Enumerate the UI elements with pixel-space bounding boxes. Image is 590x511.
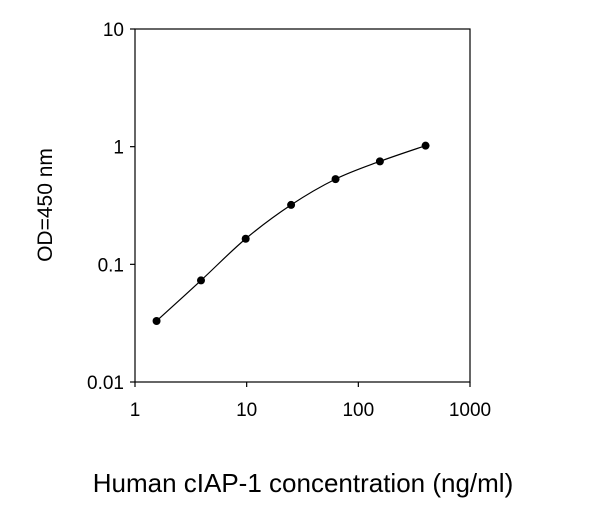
x-tick-label: 1000 [449, 400, 491, 421]
x-tick-label: 100 [342, 400, 374, 421]
y-axis: 0.01 0.1 1 10 [87, 20, 135, 394]
data-point [287, 200, 296, 209]
data-points [152, 141, 430, 325]
data-point [331, 175, 340, 184]
x-axis-title: Human cIAP-1 concentration (ng/ml) [93, 468, 514, 498]
y-tick-label: 10 [103, 20, 124, 41]
y-axis-title: OD=450 nm [34, 148, 57, 262]
y-tick-label: 0.01 [87, 373, 124, 394]
plot-frame [134, 28, 471, 383]
x-axis: 1 10 100 1000 [130, 382, 491, 421]
data-point [421, 141, 430, 150]
data-point [241, 234, 250, 243]
x-tick-label: 10 [236, 400, 257, 421]
series-line [156, 145, 426, 322]
data-point [197, 276, 206, 285]
y-tick-label: 1 [113, 138, 124, 159]
data-point [375, 157, 384, 166]
data-point [152, 316, 161, 325]
x-tick-label: 1 [130, 400, 141, 421]
y-tick-label: 0.1 [98, 255, 124, 276]
